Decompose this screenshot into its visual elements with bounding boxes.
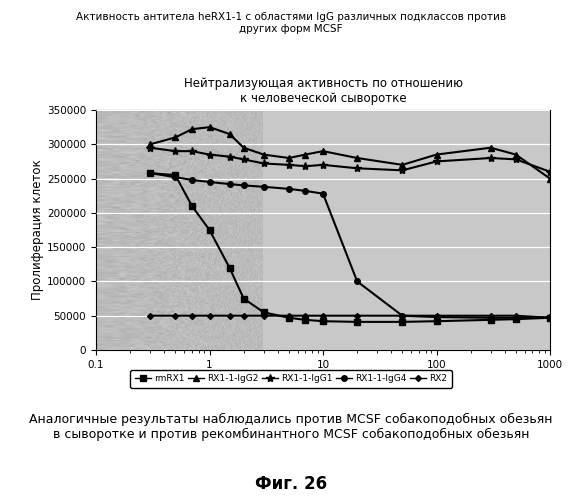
RX1-1-IgG2	[285, 155, 292, 161]
X-axis label: Концентрация антитела (нг/мл): Концентрация антитела (нг/мл)	[223, 376, 423, 388]
RX1-1-IgG2	[399, 162, 406, 168]
RX2	[512, 312, 519, 318]
RX1-1-IgG2	[546, 176, 553, 182]
RX1-1-IgG1	[399, 168, 406, 173]
RX2	[487, 312, 494, 318]
RX1-1-IgG1	[240, 156, 247, 162]
RX1-1-IgG4	[433, 314, 440, 320]
RX1-1-IgG4	[320, 190, 327, 196]
RX1-1-IgG2	[206, 124, 213, 130]
RX2	[399, 312, 406, 318]
RX1-1-IgG4	[240, 182, 247, 188]
Text: Активность антитела heRX1-1 с областями IgG различных подклассов против
других ф: Активность антитела heRX1-1 с областями …	[76, 12, 506, 34]
RX1-1-IgG4	[302, 188, 309, 194]
RX1-1-IgG2	[189, 126, 196, 132]
RX1-1-IgG2	[260, 152, 267, 158]
RX1-1-IgG2	[240, 144, 247, 150]
RX2	[226, 312, 233, 318]
RX1-1-IgG4	[546, 314, 553, 320]
rmRX1	[260, 310, 267, 316]
RX2	[260, 312, 267, 318]
rmRX1	[512, 316, 519, 322]
RX1-1-IgG1	[285, 162, 292, 168]
RX1-1-IgG4	[285, 186, 292, 192]
Line: RX1-1-IgG1: RX1-1-IgG1	[146, 144, 554, 176]
RX1-1-IgG2	[433, 152, 440, 158]
rmRX1	[226, 264, 233, 270]
RX1-1-IgG4	[512, 315, 519, 321]
RX1-1-IgG2	[172, 134, 179, 140]
RX1-1-IgG2	[354, 155, 361, 161]
RX1-1-IgG1	[512, 156, 519, 162]
RX1-1-IgG1	[206, 152, 213, 158]
rmRX1	[240, 296, 247, 302]
RX1-1-IgG1	[546, 168, 553, 174]
rmRX1	[320, 318, 327, 324]
rmRX1	[147, 170, 154, 176]
Line: RX1-1-IgG2: RX1-1-IgG2	[147, 124, 553, 182]
rmRX1	[354, 319, 361, 325]
RX1-1-IgG4	[147, 170, 154, 176]
RX1-1-IgG4	[172, 174, 179, 180]
RX1-1-IgG2	[487, 144, 494, 150]
RX1-1-IgG1	[260, 160, 267, 166]
RX1-1-IgG4	[226, 181, 233, 187]
RX1-1-IgG1	[172, 148, 179, 154]
rmRX1	[285, 315, 292, 321]
RX2	[172, 312, 179, 318]
Line: RX2: RX2	[148, 314, 552, 320]
RX1-1-IgG1	[354, 166, 361, 172]
RX2	[285, 312, 292, 318]
Legend: rmRX1, RX1-1-IgG2, RX1-1-IgG1, RX1-1-IgG4, RX2: rmRX1, RX1-1-IgG2, RX1-1-IgG1, RX1-1-IgG…	[130, 370, 452, 388]
Line: rmRX1: rmRX1	[147, 170, 553, 324]
RX1-1-IgG4	[206, 179, 213, 185]
rmRX1	[206, 227, 213, 233]
RX1-1-IgG4	[399, 312, 406, 318]
RX2	[320, 312, 327, 318]
RX1-1-IgG1	[433, 158, 440, 164]
RX1-1-IgG1	[320, 162, 327, 168]
RX1-1-IgG4	[189, 177, 196, 183]
RX2	[546, 315, 553, 321]
rmRX1	[546, 315, 553, 321]
RX1-1-IgG4	[260, 184, 267, 190]
Text: Аналогичные результаты наблюдались против MCSF собакоподобных обезьян
в сыворотк: Аналогичные результаты наблюдались проти…	[29, 412, 553, 440]
RX2	[354, 312, 361, 318]
RX2	[240, 312, 247, 318]
rmRX1	[487, 317, 494, 323]
rmRX1	[302, 317, 309, 323]
RX1-1-IgG2	[512, 152, 519, 158]
Line: RX1-1-IgG4: RX1-1-IgG4	[147, 170, 553, 320]
RX2	[206, 312, 213, 318]
Text: Фиг. 26: Фиг. 26	[255, 475, 327, 493]
RX2	[433, 312, 440, 318]
Y-axis label: Пролиферация клеток: Пролиферация клеток	[31, 160, 44, 300]
RX1-1-IgG2	[226, 131, 233, 137]
RX1-1-IgG1	[226, 154, 233, 160]
RX1-1-IgG1	[147, 144, 154, 150]
Title: Нейтрализующая активность по отношению
к человеческой сыворотке: Нейтрализующая активность по отношению к…	[183, 76, 463, 104]
rmRX1	[172, 172, 179, 178]
RX1-1-IgG2	[320, 148, 327, 154]
RX1-1-IgG2	[147, 142, 154, 148]
RX1-1-IgG1	[189, 148, 196, 154]
RX1-1-IgG1	[302, 163, 309, 169]
rmRX1	[189, 203, 196, 209]
rmRX1	[399, 319, 406, 325]
RX2	[189, 312, 196, 318]
RX1-1-IgG1	[487, 155, 494, 161]
RX2	[302, 312, 309, 318]
rmRX1	[433, 318, 440, 324]
RX1-1-IgG4	[487, 315, 494, 321]
RX2	[147, 312, 154, 318]
RX1-1-IgG2	[302, 152, 309, 158]
RX1-1-IgG4	[354, 278, 361, 284]
